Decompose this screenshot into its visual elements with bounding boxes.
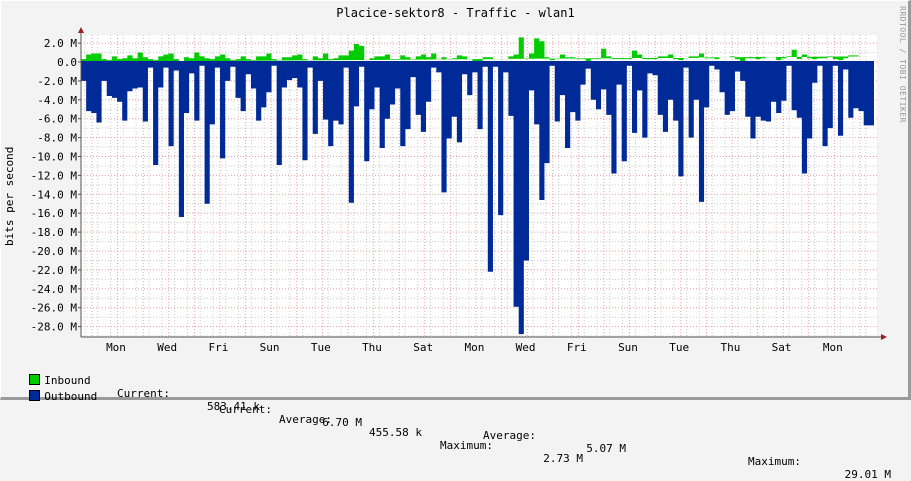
outbound-average-label: Average: (483, 429, 536, 442)
traffic-chart: 2.0 M 0.0 -2.0 M -4.0 M -6.0 M -8.0 M -10.0 M -… (31, 27, 887, 354)
x-tick-label: Sun (260, 341, 280, 354)
x-tick-label: Fri (208, 341, 228, 354)
inbound-label: Inbound (44, 374, 91, 387)
outbound-current-value: 6.70 M (322, 416, 362, 429)
y-tick-label: -10.0 M (31, 151, 78, 164)
x-tick-label: Mon (106, 341, 126, 354)
y-tick-label: -12.0 M (31, 169, 78, 182)
outbound-average-value: 5.07 M (586, 442, 626, 455)
y-tick-label: -22.0 M (31, 264, 78, 277)
y-tick-label: -2.0 M (37, 75, 77, 88)
x-tick-label: Thu (362, 341, 382, 354)
y-tick-label: -24.0 M (31, 283, 78, 296)
outbound-current-label: Current: (219, 403, 272, 416)
x-tick-label: Tue (669, 341, 689, 354)
x-tick-label: Thu (720, 341, 740, 354)
y-tick-label: -28.0 M (31, 321, 78, 334)
outbound-maximum-label: Maximum: (748, 455, 801, 468)
x-tick-label: Sun (618, 341, 638, 354)
x-tick-label: Mon (464, 341, 484, 354)
y-tick-label: 0.0 (57, 56, 77, 69)
x-tick-label: Mon (823, 341, 843, 354)
x-tick-label: Fri (567, 341, 587, 354)
inbound-color-swatch (29, 374, 41, 385)
y-tick-label: -20.0 M (31, 245, 78, 258)
y-tick-label: -4.0 M (37, 94, 77, 107)
inbound-current-label: Current: (117, 387, 170, 400)
y-tick-label: -16.0 M (31, 207, 78, 220)
y-tick-label: 2.0 M (44, 37, 77, 50)
x-tick-label: Tue (311, 341, 331, 354)
graph-frame (0, 0, 911, 400)
outbound-maximum-value: 29.01 M (844, 468, 891, 481)
legend-outbound-row: Outbound Current: 6.70 M Average: 5.07 M… (16, 377, 891, 481)
y-tick-label: -14.0 M (31, 188, 78, 201)
rrdtool-watermark: RRDTOOL / TOBI OETIKER (898, 6, 907, 123)
y-tick-label: -26.0 M (31, 302, 78, 315)
x-tick-label: Sat (772, 341, 792, 354)
y-tick-label: -6.0 M (37, 113, 77, 126)
x-tick-label: Wed (516, 341, 536, 354)
y-tick-label: -8.0 M (37, 132, 77, 145)
outbound-label: Outbound (44, 390, 98, 403)
graph-title: Placice-sektor8 - Traffic - wlan1 (336, 6, 575, 20)
x-tick-label: Sat (413, 341, 433, 354)
outbound-color-swatch (29, 390, 41, 401)
y-tick-label: -18.0 M (31, 226, 78, 239)
inbound-average-value: 455.58 k (369, 426, 422, 439)
x-tick-label: Wed (157, 341, 177, 354)
